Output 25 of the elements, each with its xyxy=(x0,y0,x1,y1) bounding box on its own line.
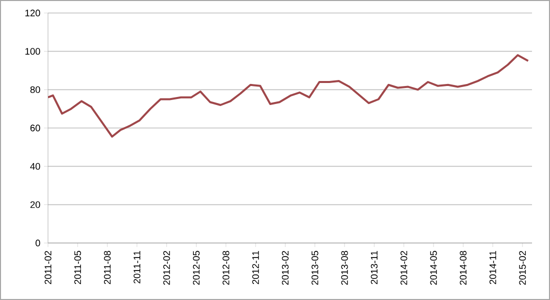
x-tick-label: 2014-02 xyxy=(400,250,408,285)
x-tick-label: 2014-05 xyxy=(430,250,437,285)
y-tick-label: 100 xyxy=(25,48,40,55)
x-tick-label: 2011-08 xyxy=(104,250,111,284)
x-tick-label: 2014-08 xyxy=(460,250,467,285)
y-tick-label: 120 xyxy=(25,10,40,16)
y-tick-label: 40 xyxy=(30,162,40,170)
y-tick-label: 20 xyxy=(30,201,40,208)
x-tick-label: 2011-02 xyxy=(44,250,52,284)
x-tick-label: 2012-05 xyxy=(192,250,200,285)
x-tick-label: 2012-11 xyxy=(252,250,259,284)
y-tick-label: 60 xyxy=(30,124,40,132)
x-tick-label: 2013-11 xyxy=(370,250,378,284)
x-tick-label: 2011-11 xyxy=(134,250,140,284)
x-tick-label: 2011-05 xyxy=(74,250,82,284)
y-tick-label: 0 xyxy=(36,240,40,246)
x-tick-label: 2012-08 xyxy=(222,250,230,285)
x-tick-label: 2013-05 xyxy=(312,250,318,285)
x-tick-label: 2015-02 xyxy=(519,250,526,285)
x-tick-label: 2013-02 xyxy=(282,250,289,285)
x-tick-label: 2014-11 xyxy=(489,250,496,284)
x-tick-label: 2013-08 xyxy=(341,250,348,285)
x-tick-label: 2012-02 xyxy=(163,250,170,285)
y-tick-label: 80 xyxy=(30,86,40,94)
line-series xyxy=(48,54,530,138)
